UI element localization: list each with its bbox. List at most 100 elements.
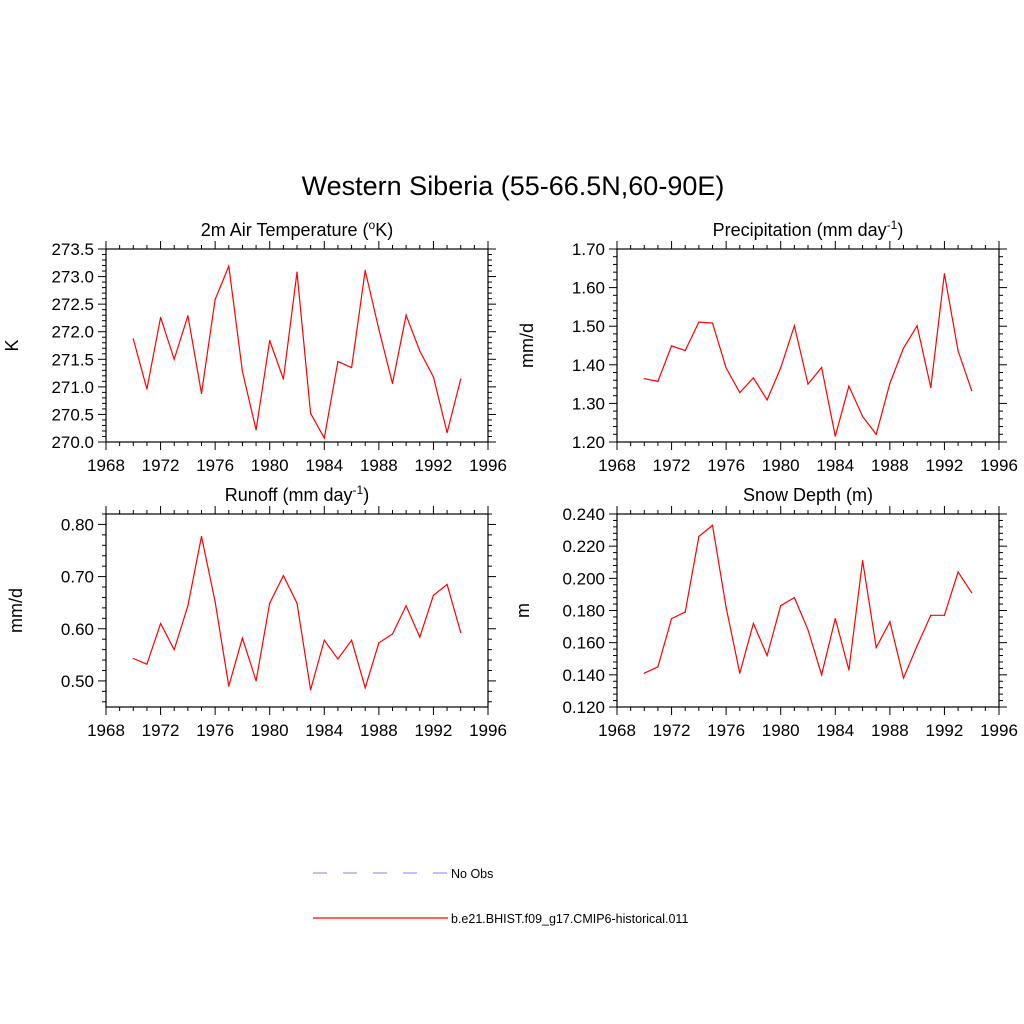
data-point [446, 583, 448, 586]
data-point [310, 412, 312, 414]
panels-group: 1968 1972 1976 1980 1984 1988 1992 1996 270.0 270… [2, 218, 1018, 740]
data-point [711, 524, 714, 526]
y-tick-label: 0.200 [562, 569, 605, 588]
data-point [780, 367, 782, 369]
data-point [848, 669, 850, 671]
x-tick-label: 1988 [360, 456, 398, 475]
data-point [159, 316, 162, 318]
data-point [146, 388, 148, 390]
data-point [391, 633, 394, 635]
data-point [698, 535, 700, 538]
data-point [889, 382, 891, 384]
data-point [269, 602, 271, 604]
x-tick-label: 1972 [653, 721, 691, 740]
data-point [432, 376, 435, 378]
x-tick-label: 1976 [707, 721, 745, 740]
y-axis-label: m [513, 603, 533, 618]
data-point [269, 339, 271, 342]
y-tick-label: 0.220 [562, 537, 605, 556]
y-tick-label: 0.180 [562, 602, 605, 621]
data-point [725, 367, 727, 369]
data-point [405, 605, 407, 607]
y-tick-label: 1.30 [572, 394, 605, 413]
data-point [957, 571, 959, 573]
y-axis-label: mm/d [6, 588, 26, 633]
data-point [310, 689, 312, 691]
data-point [296, 602, 298, 604]
data-point [241, 637, 244, 639]
y-tick-label: 0.70 [61, 568, 94, 587]
data-point [752, 377, 755, 379]
data-point [159, 622, 162, 625]
data-point [378, 328, 380, 331]
data-point [228, 685, 230, 687]
data-point [214, 601, 216, 603]
series-line [644, 524, 973, 680]
data-point [957, 350, 959, 352]
panel-title-text-end: ) [363, 485, 369, 505]
x-tick-label: 1984 [305, 721, 343, 740]
data-point [255, 429, 257, 431]
panel-title-text-end: ) [897, 220, 903, 240]
data-point [834, 617, 836, 620]
data-point [173, 649, 175, 651]
data-point [364, 269, 366, 272]
data-point [657, 666, 659, 668]
data-point [350, 639, 353, 641]
y-tick-label: 271.5 [51, 350, 94, 369]
data-point [187, 315, 189, 317]
panel-title-text: 2m Air Temperature ( [201, 220, 369, 240]
x-tick-label: 1996 [980, 721, 1018, 740]
data-point [241, 370, 244, 373]
data-point [146, 663, 148, 665]
data-point [684, 349, 686, 352]
x-tick-label: 1980 [762, 721, 800, 740]
data-point [902, 677, 905, 679]
data-point [916, 325, 918, 327]
y-tick-label: 0.60 [61, 620, 94, 639]
x-tick-label: 1992 [926, 721, 964, 740]
y-axis-label: K [2, 339, 22, 351]
data-point [132, 338, 134, 340]
data-point [739, 391, 741, 394]
x-tick-label: 1996 [469, 721, 507, 740]
x-tick-label: 1992 [926, 456, 964, 475]
data-point [460, 631, 462, 634]
y-tick-label: 0.160 [562, 634, 605, 653]
series-line [644, 273, 973, 437]
x-tick-label: 1976 [196, 721, 234, 740]
x-tick-label: 1972 [653, 456, 691, 475]
panel-snow-depth: 1968 1972 1976 1980 1984 1988 1992 1996 0.120 0.1… [513, 485, 1018, 740]
data-point [821, 674, 823, 676]
x-tick-label: 1980 [251, 456, 289, 475]
data-point [971, 390, 973, 392]
data-point [173, 358, 175, 360]
data-point [711, 322, 714, 324]
x-tick-label: 1984 [816, 721, 854, 740]
data-point [214, 299, 216, 301]
data-point [391, 382, 394, 385]
data-point [739, 672, 741, 674]
data-point [460, 378, 462, 380]
data-point [930, 614, 932, 616]
data-point [432, 594, 435, 596]
plot-frame [105, 513, 489, 708]
y-tick-label: 1.40 [572, 356, 605, 375]
panel-precipitation: 1968 1972 1976 1980 1984 1988 1992 1996 1.20 1.30… [517, 218, 1018, 475]
data-point [255, 680, 257, 682]
y-tick-label: 0.120 [562, 698, 605, 717]
data-point [793, 597, 795, 599]
y-tick-label: 272.0 [51, 323, 94, 342]
x-tick-label: 1972 [142, 721, 180, 740]
data-point [670, 345, 673, 347]
data-point [684, 611, 686, 613]
data-point [916, 645, 918, 647]
y-tick-label: 270.0 [51, 433, 94, 452]
y-tick-label: 1.50 [572, 317, 605, 336]
y-tick-label: 270.5 [51, 405, 94, 424]
y-tick-label: 0.140 [562, 666, 605, 685]
data-point [725, 606, 727, 608]
data-point [971, 592, 973, 594]
data-point [889, 621, 891, 623]
y-tick-label: 1.20 [572, 433, 605, 452]
